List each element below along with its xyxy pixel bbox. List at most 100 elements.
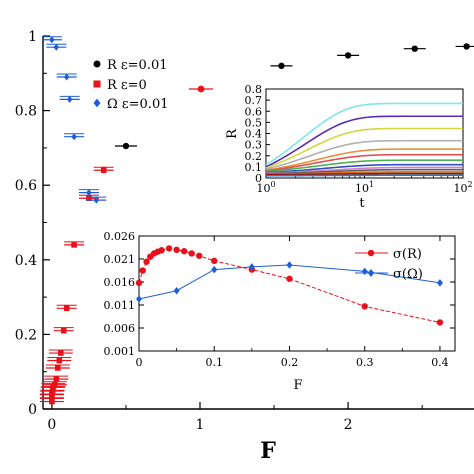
inset-legend-label: σ(Ω): [393, 267, 423, 282]
inset-bottom-x-tick-label: 0.4: [431, 356, 449, 369]
data-point: [49, 387, 56, 394]
inset-bottom-y-tick-label: 0.026: [104, 230, 136, 243]
inset-bottom-data-point: [188, 250, 195, 257]
inset-top-y-tick-label: 0.5: [245, 116, 263, 129]
inset-bottom-data-point: [286, 275, 293, 282]
inset-bottom-x-tick-label: 0.2: [281, 356, 299, 369]
data-point: [57, 350, 64, 356]
inset-top-y-axis-label: R: [225, 128, 240, 139]
inset-legend-marker: [367, 249, 375, 257]
inset-top-series-line: [265, 148, 463, 172]
main-legend: R ε=0.01 R ε=0 Ω ε=0.01: [93, 58, 213, 112]
inset-bottom-data-point: [211, 257, 218, 265]
data-point: [49, 398, 55, 405]
data-point: [63, 73, 70, 81]
legend-marker: [93, 60, 101, 68]
tick-base: 10: [453, 182, 467, 195]
tick-exponent: 2: [467, 180, 472, 189]
inset-bottom-panel: 0.001 0.006 0.011 0.016 0.021 0.026 0 0.1 0.2 0.3…: [86, 222, 471, 394]
inset-top-series-line: [265, 102, 463, 166]
series-sigma-omega: [136, 261, 443, 303]
inset-bottom-data-point: [139, 267, 146, 274]
main-x-axis-label: F: [260, 438, 276, 464]
inset-bottom-y-tick-label: 0.001: [104, 345, 136, 358]
inset-bottom-y-tick-label: 0.011: [104, 299, 136, 312]
inset-bottom-y-tick-label: 0.006: [104, 322, 136, 335]
tick-exponent: 1: [369, 180, 374, 189]
inset-bottom-background: [86, 222, 471, 394]
legend-label: R ε=0.01: [107, 58, 168, 73]
inset-bottom-x-tick-label: 0.1: [205, 356, 223, 369]
inset-bottom-x-tick-label: 0.3: [356, 356, 374, 369]
inset-top-y-tick-label: 0.8: [245, 83, 263, 96]
inset-bottom-data-point: [173, 246, 180, 253]
legend-marker: [93, 80, 101, 88]
data-point: [53, 376, 60, 382]
data-point: [344, 52, 352, 59]
inset-bottom-data-point: [135, 279, 143, 287]
main-y-tick-label: 0.4: [15, 253, 37, 269]
inset-top-x-tick-label: 100: [256, 180, 275, 195]
inset-top-series-line: [265, 115, 463, 168]
data-point: [49, 391, 55, 397]
main-y-tick-label: 0: [28, 402, 37, 418]
inset-top-y-tick-label: 0.7: [245, 94, 263, 107]
inset-bottom-data-point: [361, 303, 368, 310]
main-y-tick-label: 0.6: [15, 178, 37, 194]
data-point: [197, 85, 205, 93]
inset-top-x-tick-label: 102: [453, 180, 472, 195]
inset-bottom-data-point: [436, 279, 443, 287]
inset-bottom-data-point: [248, 263, 255, 271]
data-point: [463, 43, 470, 50]
data-point: [53, 43, 60, 51]
data-point: [93, 196, 100, 204]
data-point: [86, 189, 92, 197]
inset-legend-marker: [367, 269, 375, 277]
inset-bottom-x-axis-label: F: [293, 378, 302, 393]
inset-top-y-tick-label: 0.4: [245, 128, 263, 141]
inset-top-series-line: [265, 163, 463, 174]
legend-label: R ε=0: [107, 78, 147, 93]
inset-bottom-data-point: [143, 258, 150, 265]
main-y-tick-label: 1: [28, 29, 37, 45]
inset-top-series-line: [265, 174, 463, 177]
inset-top-x-tick-label: 101: [355, 180, 374, 195]
data-point: [49, 36, 55, 44]
data-point: [49, 395, 55, 401]
tick-exponent: 0: [270, 180, 275, 189]
inset-bottom-data-point: [436, 319, 444, 326]
main-x-tick-label: 2: [344, 417, 353, 433]
inset-top-series-line: [265, 127, 463, 169]
data-point: [56, 357, 63, 364]
data-point: [122, 142, 130, 150]
series-r-eps-0.01: [114, 43, 474, 150]
main-panel: 00.20.40.60.810 1 2FR ε=0.01R ε=0Ω ε=0.01: [15, 29, 474, 464]
inset-bottom-y-tick-label: 0.021: [104, 253, 136, 266]
inset-bottom-data-point: [195, 252, 203, 259]
inset-legend-label: σ(R): [393, 247, 422, 262]
data-point: [55, 365, 61, 371]
data-point: [411, 45, 418, 52]
series-sigma-r: [135, 245, 444, 326]
legend-label: Ω ε=0.01: [107, 97, 168, 112]
inset-top-series-line: [265, 172, 463, 176]
main-y-tick-label: 0.2: [15, 327, 37, 343]
inset-top-x-axis-label: t: [359, 196, 365, 211]
legend-marker: [93, 98, 101, 108]
data-point: [71, 133, 77, 141]
inset-bottom-data-point: [158, 247, 165, 254]
inset-top-series-line: [265, 159, 463, 173]
data-point: [63, 305, 70, 312]
inset-bottom-data-point: [286, 261, 293, 269]
series-r-eps-0: [39, 166, 114, 405]
inset-top-y-tick-label: 0.2: [245, 150, 263, 163]
series-omega-eps-0.01: [41, 36, 107, 204]
inset-top-series-line: [265, 153, 463, 172]
inset-top-y-tick-label: 0.6: [245, 105, 263, 118]
inset-bottom-data-point: [165, 245, 173, 252]
inset-top-y-tick-label: 0.1: [245, 161, 263, 174]
inset-bottom-frame: [138, 235, 456, 352]
inset-bottom-data-point: [136, 295, 142, 303]
